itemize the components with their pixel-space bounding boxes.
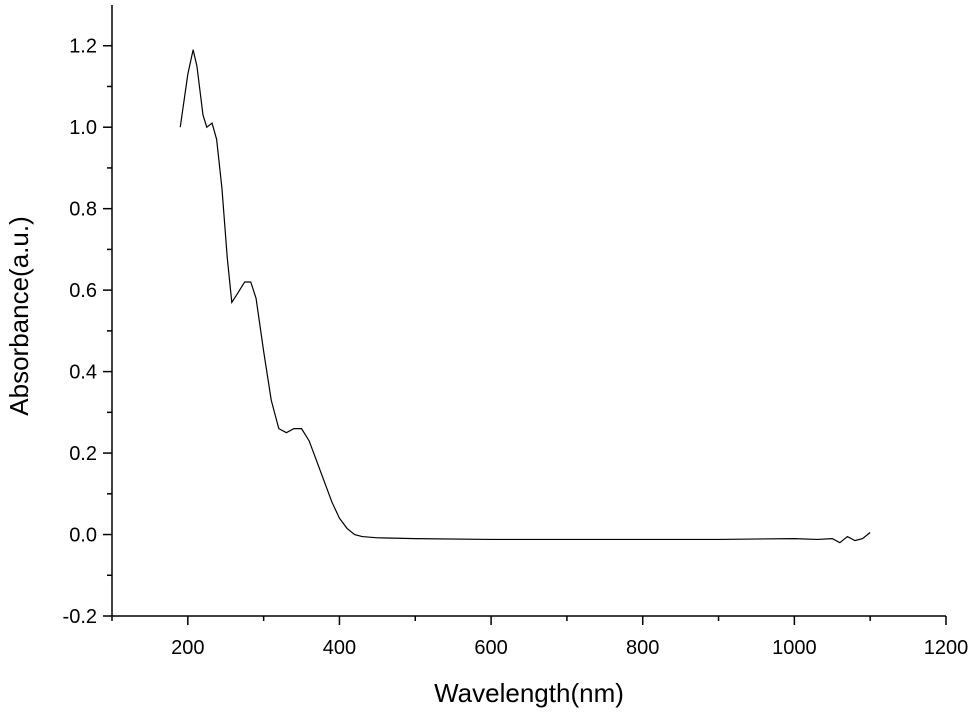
y-tick-label: 0.6 xyxy=(69,280,97,302)
x-tick-label: 600 xyxy=(474,637,507,659)
y-axis-title: Absorbance(a.u.) xyxy=(4,216,34,415)
y-tick-label: 0.0 xyxy=(69,525,97,547)
x-axis-title: Wavelength(nm) xyxy=(434,678,624,708)
x-tick-label: 1000 xyxy=(772,637,817,659)
x-tick-label: 200 xyxy=(171,637,204,659)
y-tick-label: 0.4 xyxy=(69,362,97,384)
y-tick-label: 0.8 xyxy=(69,199,97,221)
data-line xyxy=(179,49,871,544)
x-tick-label: 800 xyxy=(626,637,659,659)
x-tick-label: 400 xyxy=(323,637,356,659)
y-tick-label: 1.0 xyxy=(69,117,97,139)
y-tick-label: -0.2 xyxy=(63,606,97,628)
y-tick-label: 0.2 xyxy=(69,443,97,465)
x-tick-label: 1200 xyxy=(924,637,969,659)
y-tick-label: 1.2 xyxy=(69,36,97,58)
